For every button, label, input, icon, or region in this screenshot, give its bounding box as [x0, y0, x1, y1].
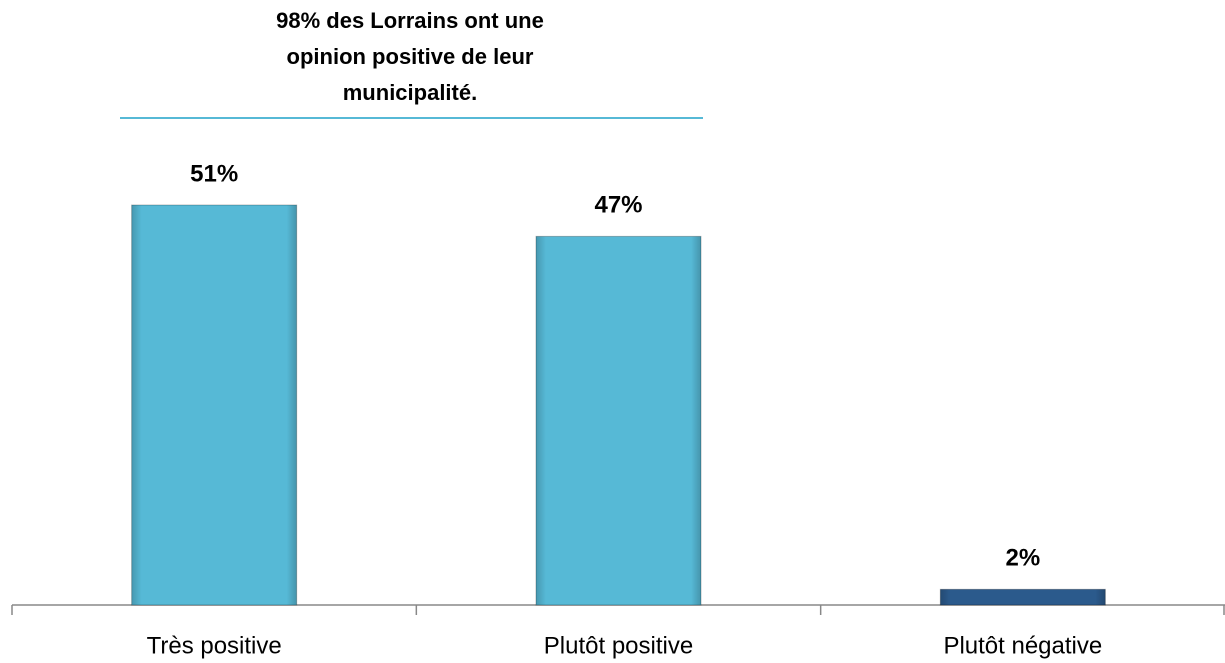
bar-shade: [940, 589, 1106, 605]
x-tick-label: Plutôt positive: [544, 632, 693, 659]
bar-shade: [131, 205, 297, 605]
annotation: opinion positive de leur: [287, 44, 534, 69]
annotation: 98% des Lorrains ont une: [276, 8, 544, 33]
value-label: 2%: [1005, 545, 1040, 572]
annotation: municipalité.: [343, 80, 477, 105]
value-label: 47%: [594, 192, 642, 219]
x-tick-label: Très positive: [147, 632, 282, 659]
bar-shade: [536, 236, 701, 605]
value-label: 51%: [190, 160, 238, 187]
x-tick-label: Plutôt négative: [943, 632, 1102, 659]
